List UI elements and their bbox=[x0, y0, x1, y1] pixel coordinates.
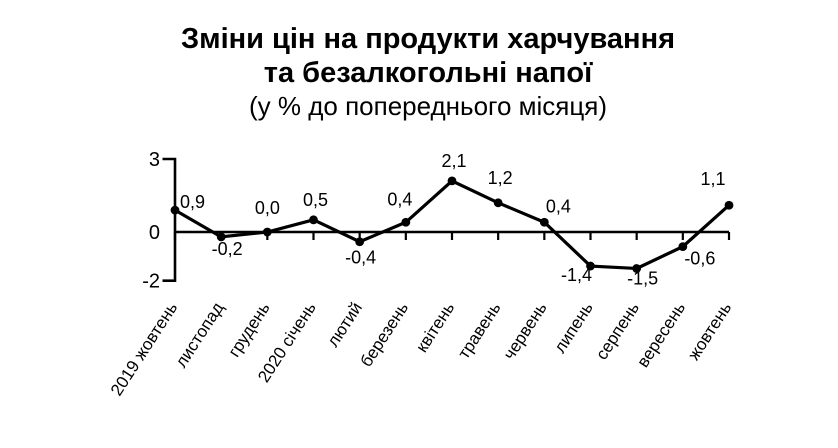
data-point bbox=[493, 198, 503, 208]
chart-title-block: Зміни цін на продукти харчування та беза… bbox=[18, 22, 838, 123]
x-axis-label: травень bbox=[454, 299, 504, 363]
x-axis-label: грудень bbox=[225, 299, 274, 361]
x-axis-label: липень bbox=[550, 299, 597, 357]
data-point-label: -0,6 bbox=[684, 249, 715, 269]
y-axis-label: -2 bbox=[142, 271, 160, 293]
data-point bbox=[632, 264, 642, 273]
data-point bbox=[539, 217, 549, 227]
data-point bbox=[586, 261, 595, 271]
data-point bbox=[262, 227, 272, 237]
x-axis-label: лютий bbox=[323, 299, 366, 351]
x-axis-label: жовтень bbox=[684, 299, 735, 364]
chart-title-line-1: Зміни цін на продукти харчування bbox=[180, 23, 676, 55]
data-point-label: 0,4 bbox=[546, 196, 571, 216]
data-point bbox=[447, 176, 457, 186]
data-point-label: 0,4 bbox=[387, 189, 412, 209]
data-point-label: -0,2 bbox=[212, 239, 243, 259]
data-point bbox=[678, 242, 688, 251]
data-point bbox=[216, 232, 226, 242]
data-point bbox=[170, 205, 180, 215]
data-point-label: -1,5 bbox=[627, 268, 658, 288]
data-point-label: -1,4 bbox=[561, 265, 592, 285]
chart-title-line-2: та безалкогольні напої bbox=[263, 57, 593, 89]
data-point-label: 0,0 bbox=[255, 198, 280, 218]
data-point-label: 0,9 bbox=[180, 192, 205, 212]
data-point-label: -0,4 bbox=[345, 248, 376, 268]
x-axis-label: квітень bbox=[412, 299, 458, 356]
data-point bbox=[724, 200, 734, 210]
data-point bbox=[355, 237, 365, 247]
data-point bbox=[401, 217, 411, 227]
x-axis-label: 2019 жовтень bbox=[107, 299, 181, 399]
data-point-label: 0,5 bbox=[303, 190, 328, 210]
x-axis-label: серпень bbox=[592, 299, 643, 363]
data-point-label: 1,1 bbox=[700, 169, 725, 189]
y-axis-label: 0 bbox=[149, 222, 160, 244]
chart-subtitle: (у % до попереднього місяця) bbox=[249, 91, 607, 121]
data-point bbox=[309, 215, 318, 225]
y-axis-label: 3 bbox=[149, 149, 160, 171]
data-point-label: 1,2 bbox=[488, 168, 513, 188]
data-point-label: 2,1 bbox=[441, 151, 466, 171]
y-axis bbox=[162, 157, 177, 282]
data-line bbox=[174, 179, 731, 271]
x-axis-label: червень bbox=[500, 299, 551, 363]
